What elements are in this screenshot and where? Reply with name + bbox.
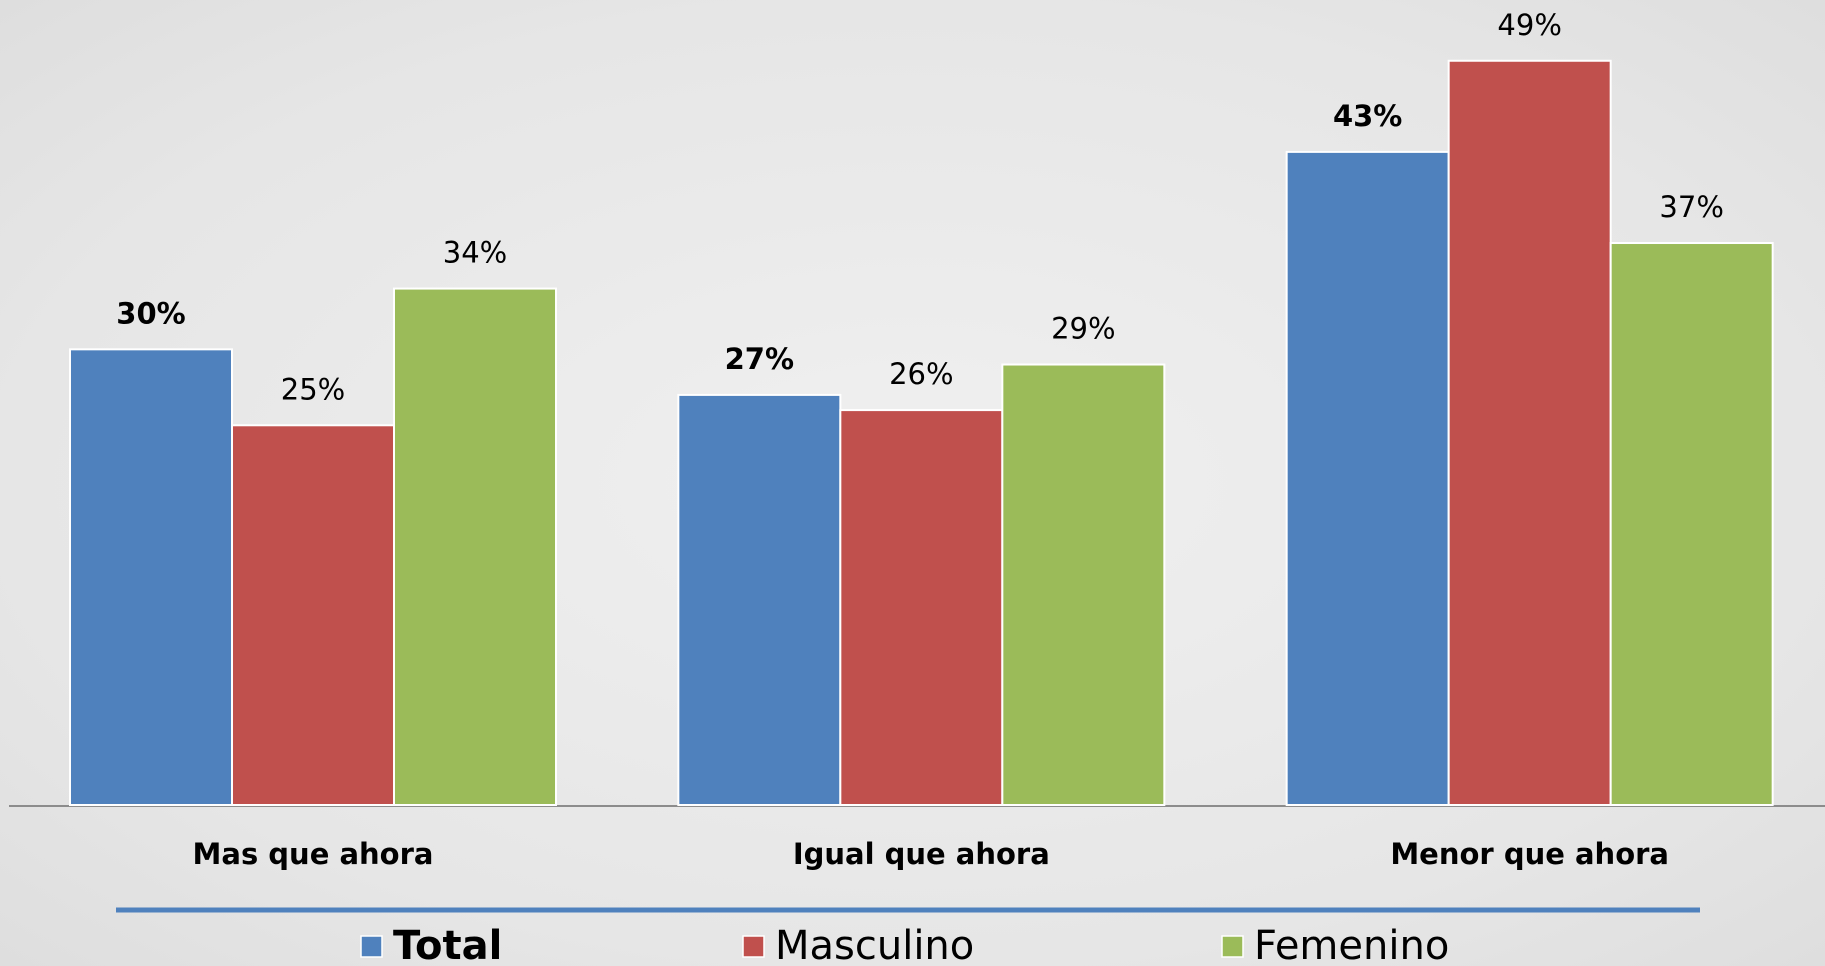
legend-swatch bbox=[1221, 935, 1244, 958]
bar bbox=[677, 393, 842, 806]
data-label: 25% bbox=[281, 372, 345, 406]
data-label: 49% bbox=[1497, 8, 1561, 42]
bar bbox=[393, 287, 557, 806]
data-label: 29% bbox=[1051, 312, 1115, 346]
data-label: 37% bbox=[1659, 190, 1723, 224]
bar bbox=[839, 409, 1004, 806]
legend-label: Femenino bbox=[1254, 923, 1449, 966]
bar bbox=[1609, 242, 1774, 807]
legend-swatch bbox=[742, 935, 765, 958]
x-tick-label: Mas que ahora bbox=[193, 837, 434, 871]
data-label: 26% bbox=[889, 357, 953, 391]
bar bbox=[231, 424, 395, 806]
data-label: 30% bbox=[116, 296, 185, 330]
x-tick-label: Igual que ahora bbox=[793, 837, 1050, 871]
legend-label: Masculino bbox=[775, 923, 974, 966]
bar bbox=[1001, 363, 1166, 806]
legend-swatch bbox=[360, 935, 383, 958]
bar bbox=[1285, 150, 1450, 807]
data-label: 43% bbox=[1333, 99, 1402, 133]
data-label: 27% bbox=[725, 342, 794, 376]
x-tick-label: Menor que ahora bbox=[1390, 837, 1669, 871]
legend-label: Total bbox=[393, 923, 502, 966]
bar bbox=[1447, 59, 1612, 807]
data-label: 34% bbox=[443, 236, 507, 270]
bar bbox=[69, 348, 233, 806]
